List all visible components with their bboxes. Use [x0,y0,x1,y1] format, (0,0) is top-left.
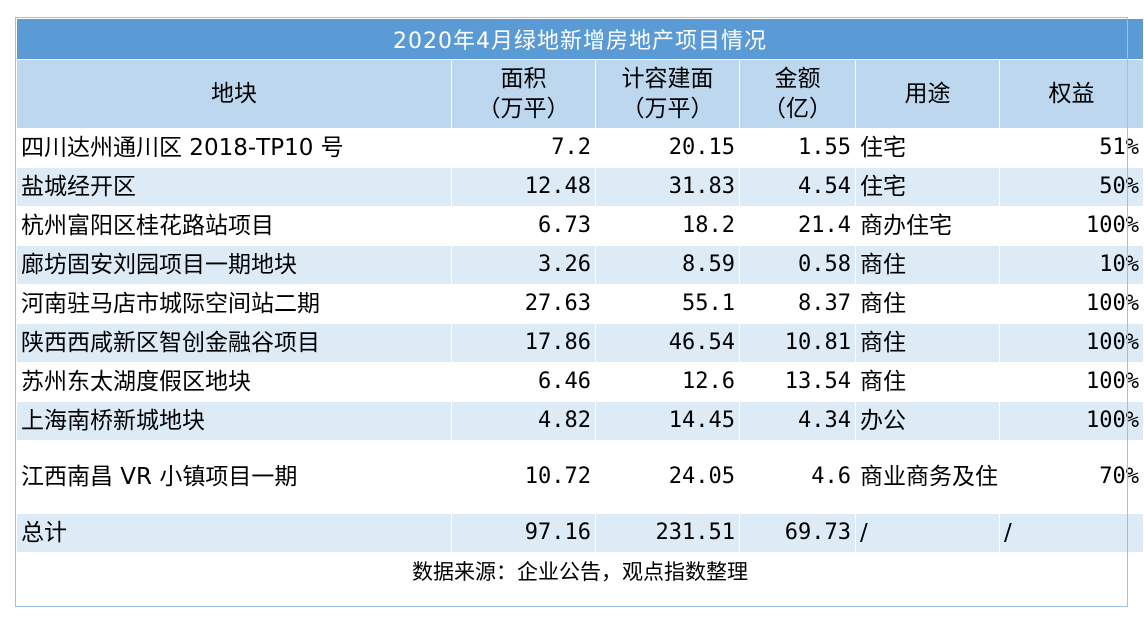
table-row: 上海南桥新城地块 4.82 14.45 4.34 办公 100% [16,401,1144,441]
cell-equity: 50% [998,167,1144,207]
cell-gfa: 8.59 [595,245,740,285]
cell-usage: 商业商务及住宅 [855,440,1000,514]
total-row: 总计 97.16 231.51 69.73 / / [16,513,1144,553]
cell-amount: 0.58 [739,245,856,285]
cell-amount: 1.55 [739,128,856,168]
cell-usage: 住宅 [855,128,1000,168]
cell-equity: 10% [998,245,1144,285]
cell-area: 17.86 [451,323,596,363]
header-gfa-line1: 计容建面 [621,66,714,92]
table-row: 河南驻马店市城际空间站二期 27.63 55.1 8.37 商住 100% [16,284,1144,324]
cell-usage: 商住 [855,245,1000,285]
cell-equity: 100% [998,401,1144,441]
cell-equity: 51% [998,128,1144,168]
cell-gfa: 14.45 [595,401,740,441]
cell-equity: 100% [998,206,1144,246]
cell-area: 12.48 [451,167,596,207]
table-row: 陕西西咸新区智创金融谷项目 17.86 46.54 10.81 商住 100% [16,323,1144,363]
header-row: 地块 面积 （万平） 计容建面 （万平） 金额 （亿） 用途 权益 [16,59,1144,129]
cell-amount: 8.37 [739,284,856,324]
table-row: 廊坊固安刘园项目一期地块 3.26 8.59 0.58 商住 10% [16,245,1144,285]
cell-gfa: 18.2 [595,206,740,246]
table-title: 2020年4月绿地新增房地产项目情况 [15,18,1144,60]
header-area-line2: （万平） [477,96,570,122]
header-gfa-line2: （万平） [621,96,714,122]
cell-usage: 商办住宅 [855,206,1000,246]
cell-area: 7.2 [451,128,596,168]
cell-equity: 70% [998,440,1144,514]
table-row: 四川达州通川区 2018-TP10 号 7.2 20.15 1.55 住宅 51… [16,128,1144,168]
table-row: 盐城经开区 12.48 31.83 4.54 住宅 50% [16,167,1144,207]
cell-amount: 10.81 [739,323,856,363]
cell-usage: 商住 [855,362,1000,402]
total-area: 97.16 [451,513,596,553]
cell-parcel: 河南驻马店市城际空间站二期 [16,284,452,324]
cell-usage: 商住 [855,284,1000,324]
table-row: 江西南昌 VR 小镇项目一期 10.72 24.05 4.6 商业商务及住宅 7… [16,440,1144,514]
cell-parcel: 苏州东太湖度假区地块 [16,362,452,402]
total-equity: / [998,513,1144,553]
cell-usage: 商住 [855,323,1000,363]
header-amount-line2: （亿） [763,96,832,122]
cell-equity: 100% [998,323,1144,363]
source-row: 数据来源：企业公告，观点指数整理 [15,552,1144,590]
total-amount: 69.73 [739,513,856,553]
total-usage: / [855,513,1000,553]
cell-parcel: 江西南昌 VR 小镇项目一期 [16,440,452,514]
header-usage: 用途 [855,59,1000,129]
cell-gfa: 46.54 [595,323,740,363]
source-note: 数据来源：企业公告，观点指数整理 [15,552,1144,590]
cell-parcel: 杭州富阳区桂花路站项目 [16,206,452,246]
header-area: 面积 （万平） [451,59,596,129]
cell-gfa: 12.6 [595,362,740,402]
cell-parcel: 上海南桥新城地块 [16,401,452,441]
table-row: 杭州富阳区桂花路站项目 6.73 18.2 21.4 商办住宅 100% [16,206,1144,246]
header-area-line1: 面积 [500,66,547,92]
cell-parcel: 陕西西咸新区智创金融谷项目 [16,323,452,363]
cell-gfa: 24.05 [595,440,740,514]
cell-gfa: 20.15 [595,128,740,168]
table-row: 苏州东太湖度假区地块 6.46 12.6 13.54 商住 100% [16,362,1144,402]
header-amount-line1: 金额 [774,66,821,92]
cell-amount: 21.4 [739,206,856,246]
cell-area: 6.73 [451,206,596,246]
cell-equity: 100% [998,284,1144,324]
cell-gfa: 31.83 [595,167,740,207]
cell-parcel: 盐城经开区 [16,167,452,207]
cell-area: 4.82 [451,401,596,441]
cell-amount: 4.34 [739,401,856,441]
header-amount: 金额 （亿） [739,59,856,129]
header-gfa: 计容建面 （万平） [595,59,740,129]
cell-usage: 住宅 [855,167,1000,207]
cell-equity: 100% [998,362,1144,402]
cell-gfa: 55.1 [595,284,740,324]
title-row: 2020年4月绿地新增房地产项目情况 [15,18,1144,60]
cell-parcel: 廊坊固安刘园项目一期地块 [16,245,452,285]
cell-area: 27.63 [451,284,596,324]
cell-area: 3.26 [451,245,596,285]
total-gfa: 231.51 [595,513,740,553]
cell-amount: 13.54 [739,362,856,402]
cell-area: 10.72 [451,440,596,514]
header-parcel: 地块 [16,59,452,129]
cell-parcel: 四川达州通川区 2018-TP10 号 [16,128,452,168]
cell-area: 6.46 [451,362,596,402]
cell-usage: 办公 [855,401,1000,441]
cell-amount: 4.6 [739,440,856,514]
total-label: 总计 [16,513,452,553]
cell-amount: 4.54 [739,167,856,207]
header-equity: 权益 [998,59,1144,129]
project-table: 2020年4月绿地新增房地产项目情况 地块 面积 （万平） 计容建面 （万平） 金额… [15,18,1144,590]
